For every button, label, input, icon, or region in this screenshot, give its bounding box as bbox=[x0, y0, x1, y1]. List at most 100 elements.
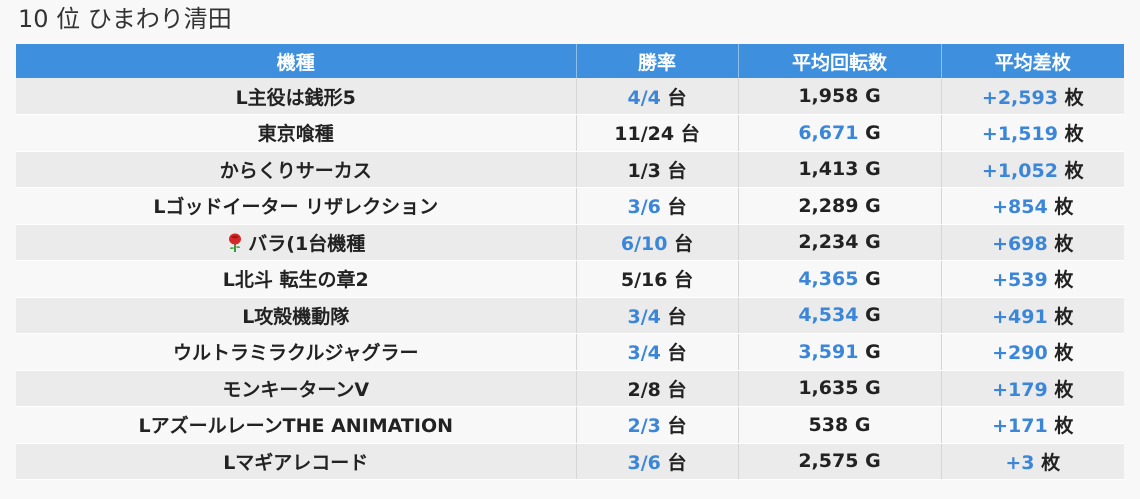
avg-diff-unit: 枚 bbox=[1054, 305, 1074, 328]
win-rate-value: 3/4 bbox=[627, 305, 661, 328]
win-rate-unit: 台 bbox=[667, 86, 687, 109]
table-row: LアズールレーンTHE ANIMATION 2/3 台 538 G +171 枚 bbox=[16, 406, 1124, 444]
avg-spins-unit: G bbox=[865, 85, 881, 107]
avg-spins-cell: 2,234 G bbox=[738, 224, 942, 261]
machine-cell: ウルトラミラクルジャグラー bbox=[16, 333, 577, 371]
win-rate-unit: 台 bbox=[674, 269, 694, 292]
table-row: 東京喰種 11/24 台 6,671 G +1,519 枚 bbox=[16, 114, 1124, 152]
avg-diff-unit: 枚 bbox=[1054, 378, 1074, 401]
avg-diff-cell: +290 枚 bbox=[941, 333, 1124, 371]
machine-name: モンキーターンV bbox=[222, 378, 370, 401]
machine-name: L攻殻機動隊 bbox=[242, 305, 350, 328]
avg-diff-value: +2,593 bbox=[981, 86, 1058, 109]
win-rate-cell: 3/4 台 bbox=[576, 333, 739, 371]
avg-spins-unit: G bbox=[865, 267, 881, 290]
table-body: L主役は銭形5 4/4 台 1,958 G +2,593 枚東京喰種 11/24 台 6,… bbox=[16, 78, 1124, 480]
win-rate-value: 2/8 bbox=[627, 378, 661, 401]
win-rate-unit: 台 bbox=[667, 196, 687, 219]
avg-spins-cell: 1,413 G bbox=[738, 151, 942, 188]
avg-diff-cell: +539 枚 bbox=[941, 260, 1124, 298]
avg-spins-value: 2,575 bbox=[798, 450, 859, 473]
avg-diff-cell: +1,052 枚 bbox=[941, 151, 1124, 188]
avg-diff-value: +491 bbox=[992, 305, 1048, 328]
machine-name: からくりサーカス bbox=[219, 159, 372, 182]
win-rate-cell: 2/8 台 bbox=[576, 370, 739, 407]
win-rate-cell: 1/3 台 bbox=[576, 151, 739, 188]
avg-diff-cell: +179 枚 bbox=[941, 370, 1124, 407]
machine-name: L主役は銭形5 bbox=[235, 86, 356, 109]
machine-name: ウルトラミラクルジャグラー bbox=[173, 342, 419, 365]
avg-spins-unit: G bbox=[865, 340, 881, 363]
win-rate-value: 2/3 bbox=[627, 415, 661, 438]
win-rate-value: 6/10 bbox=[620, 232, 668, 255]
machine-cell: L主役は銭形5 bbox=[16, 78, 577, 115]
avg-diff-value: +3 bbox=[1005, 451, 1035, 474]
avg-spins-value: 1,635 bbox=[798, 377, 859, 400]
avg-diff-cell: +854 枚 bbox=[941, 187, 1124, 225]
win-rate-value: 3/6 bbox=[627, 451, 661, 474]
avg-diff-cell: +171 枚 bbox=[941, 406, 1124, 444]
win-rate-value: 3/6 bbox=[627, 196, 661, 219]
avg-spins-cell: 2,289 G bbox=[738, 187, 942, 225]
win-rate-value: 3/4 bbox=[627, 342, 661, 365]
machine-cell: Lゴッドイーター リザレクション bbox=[16, 187, 577, 225]
machine-cell: バラ(1台機種 bbox=[16, 224, 577, 261]
avg-spins-value: 3,591 bbox=[798, 340, 859, 363]
machine-cell: Lマギアレコード bbox=[16, 443, 577, 480]
avg-diff-unit: 枚 bbox=[1064, 123, 1084, 146]
page-title: 10 位 ひまわり清田 bbox=[18, 5, 232, 33]
win-rate-cell: 11/24 台 bbox=[576, 114, 739, 152]
avg-spins-value: 2,289 bbox=[798, 194, 859, 217]
avg-spins-value: 1,413 bbox=[798, 158, 859, 181]
table-row: ウルトラミラクルジャグラー 3/4 台 3,591 G +290 枚 bbox=[16, 333, 1124, 371]
win-rate-value: 5/16 bbox=[620, 269, 668, 292]
machine-name: バラ(1台機種 bbox=[248, 232, 366, 255]
table-row: モンキーターンV 2/8 台 1,635 G +179 枚 bbox=[16, 370, 1124, 407]
avg-diff-value: +179 bbox=[992, 378, 1048, 401]
avg-diff-value: +1,052 bbox=[981, 159, 1058, 182]
win-rate-value: 4/4 bbox=[627, 86, 661, 109]
machine-cell: L攻殻機動隊 bbox=[16, 297, 577, 334]
avg-diff-value: +539 bbox=[992, 269, 1048, 292]
ranking-table: 機種 勝率 平均回転数 平均差枚 L主役は銭形5 4/4 台 1,958 G +2,5… bbox=[16, 44, 1124, 480]
table-row: L攻殻機動隊 3/4 台 4,534 G +491 枚 bbox=[16, 297, 1124, 334]
avg-spins-cell: 3,591 G bbox=[738, 333, 942, 371]
avg-spins-cell: 538 G bbox=[738, 406, 942, 444]
win-rate-cell: 3/6 台 bbox=[576, 187, 739, 225]
avg-spins-cell: 2,575 G bbox=[738, 443, 942, 480]
avg-spins-value: 4,365 bbox=[798, 267, 859, 290]
win-rate-cell: 2/3 台 bbox=[576, 406, 739, 444]
avg-diff-value: +698 bbox=[992, 232, 1048, 255]
machine-name: Lゴッドイーター リザレクション bbox=[153, 196, 439, 219]
avg-spins-value: 6,671 bbox=[798, 121, 859, 144]
win-rate-unit: 台 bbox=[667, 451, 687, 474]
win-rate-cell: 4/4 台 bbox=[576, 78, 739, 115]
avg-spins-value: 538 bbox=[808, 413, 849, 436]
machine-cell: からくりサーカス bbox=[16, 151, 577, 188]
avg-diff-cell: +698 枚 bbox=[941, 224, 1124, 261]
avg-spins-unit: G bbox=[865, 194, 881, 217]
header-avg-diff: 平均差枚 bbox=[941, 44, 1124, 78]
table-row: L北斗 転生の章2 5/16 台 4,365 G +539 枚 bbox=[16, 260, 1124, 298]
rose-icon bbox=[229, 233, 242, 252]
win-rate-unit: 台 bbox=[667, 378, 687, 401]
avg-spins-value: 2,234 bbox=[798, 231, 859, 254]
avg-spins-cell: 1,958 G bbox=[738, 78, 942, 115]
avg-spins-cell: 1,635 G bbox=[738, 370, 942, 407]
win-rate-unit: 台 bbox=[667, 159, 687, 182]
win-rate-unit: 台 bbox=[667, 415, 687, 438]
avg-diff-unit: 枚 bbox=[1064, 159, 1084, 182]
avg-spins-unit: G bbox=[865, 231, 881, 254]
avg-diff-cell: +1,519 枚 bbox=[941, 114, 1124, 152]
avg-diff-value: +1,519 bbox=[981, 123, 1058, 146]
avg-diff-unit: 枚 bbox=[1041, 451, 1061, 474]
machine-name: 東京喰種 bbox=[257, 123, 334, 146]
table-row: Lゴッドイーター リザレクション 3/6 台 2,289 G +854 枚 bbox=[16, 187, 1124, 225]
win-rate-unit: 台 bbox=[680, 123, 700, 146]
avg-spins-value: 1,958 bbox=[798, 85, 859, 107]
avg-diff-unit: 枚 bbox=[1054, 269, 1074, 292]
machine-name: LアズールレーンTHE ANIMATION bbox=[138, 415, 453, 438]
avg-spins-unit: G bbox=[865, 158, 881, 181]
avg-spins-unit: G bbox=[865, 121, 881, 144]
table-row: Lマギアレコード 3/6 台 2,575 G +3 枚 bbox=[16, 443, 1124, 480]
